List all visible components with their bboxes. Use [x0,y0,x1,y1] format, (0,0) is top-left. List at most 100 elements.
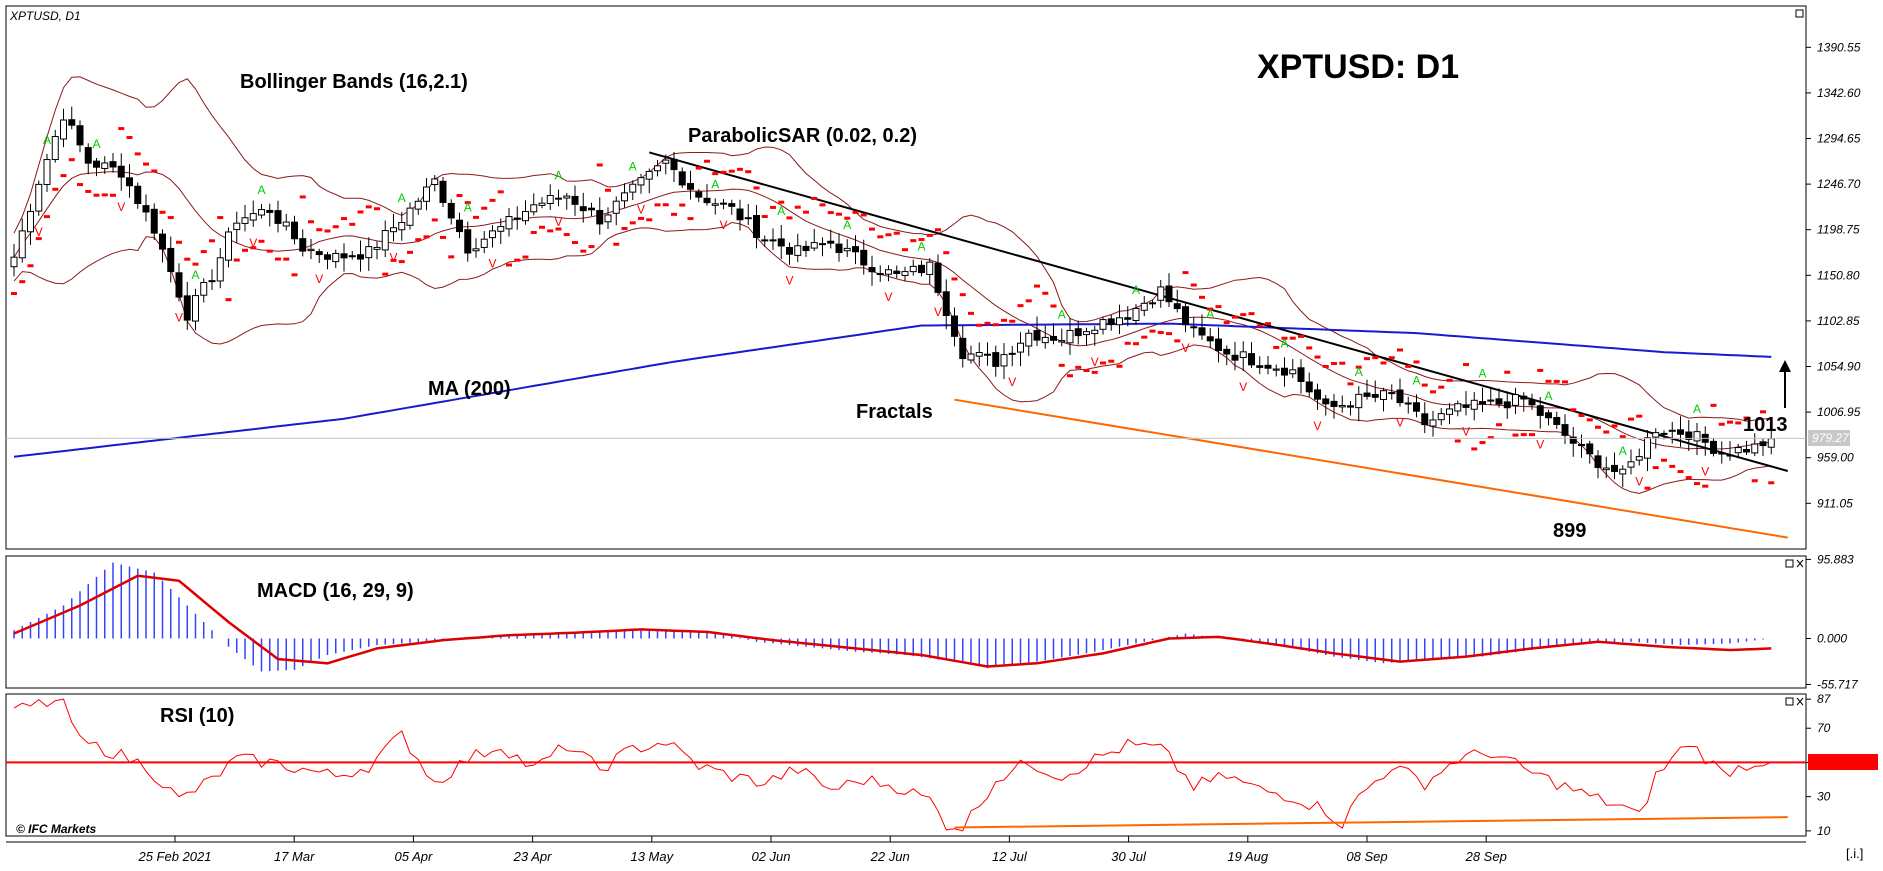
candle-body [852,246,859,253]
x-tick-label: 13 May [630,849,674,864]
sar-dot [638,216,644,220]
sar-dot [1735,421,1742,425]
sar-dot [283,257,290,261]
sar-dot [291,273,298,277]
sar-dot [506,263,512,267]
sar-dot [1644,486,1651,490]
candle-body [225,231,232,261]
candle-body [786,246,793,255]
sar-dot [1454,439,1461,443]
macd-window-controls-icon[interactable] [1785,559,1804,568]
sar-dot [860,213,867,217]
sar-dot [497,190,504,194]
candle-body [670,158,678,171]
candle-body [513,217,521,220]
candle-body [1330,400,1338,407]
sar-dot [621,226,628,230]
fractal-down-marker: V [489,256,497,270]
sar-dot [415,238,422,242]
sar-dot [299,195,306,199]
candle-body [1314,389,1321,400]
candle-body [522,211,529,222]
candle-body [802,245,810,252]
rsi-panel[interactable] [5,693,1807,837]
fractal-down-marker: V [117,200,125,214]
candle-body [332,252,340,263]
maximize-price-icon[interactable] [1795,9,1804,18]
candle-body [142,205,150,213]
sar-dot [943,251,950,255]
fractal-up-marker: A [555,169,563,183]
sar-dot [1496,423,1502,427]
ifc-watermark: © IFC Markets [16,822,97,836]
low-annotation: 899 [1553,520,1586,542]
sar-dot [1265,322,1271,326]
sar-dot [275,257,281,261]
sar-dot [1727,420,1733,424]
candle-body [1759,441,1767,447]
sar-dot [1248,312,1255,316]
sar-dot [225,298,232,302]
sar-dot [770,205,776,209]
fractal-down-marker: V [720,218,728,232]
candle-body [687,183,694,190]
sar-dot [869,227,875,231]
sar-dot [473,215,479,219]
sar-dot [605,188,611,192]
sar-dot [1298,334,1304,338]
corner-button[interactable]: [.i.] [1846,846,1863,861]
candle-body [183,295,191,321]
sar-dot [35,237,42,241]
fractal-up-marker: A [43,133,51,147]
fractal-down-marker: V [1462,424,1470,438]
candle-body [703,197,711,204]
candle-body [291,221,298,240]
candle-body [1536,405,1544,416]
candle-body [1008,352,1016,355]
candle-body [1363,392,1371,397]
candle-body [84,147,92,164]
bollinger-annotation: Bollinger Bands (16,2.1) [240,71,468,93]
sar-dot [580,249,587,253]
candle-body [1454,403,1462,412]
sar-dot [1677,470,1684,474]
sar-dot [209,239,215,243]
price-tick-label: 1054.90 [1817,360,1861,374]
candle-body [1734,447,1742,454]
price-layer: A A A A A A A A A A A A A A A A A A A A A A V V V V V V V V V V V V V V V V V V… [6,76,1806,539]
sar-dot [662,203,669,207]
macd-panel[interactable] [5,555,1807,689]
sar-dot [324,229,331,233]
sar-dot [1405,364,1412,368]
sar-dot [1520,433,1527,437]
candle-body [662,159,670,164]
fractal-down-marker: V [1182,341,1190,355]
candle-body [843,247,851,252]
candle-body [150,208,158,234]
sar-dot [704,159,710,163]
candle-body [1355,393,1363,409]
candle-body [1215,338,1222,351]
sar-dot [803,210,809,214]
sar-dot [720,170,727,174]
sar-dot [60,174,67,178]
sar-dot [1157,330,1164,334]
rsi-window-controls-icon[interactable] [1785,697,1804,706]
candle-body [1083,331,1090,336]
candle-body [398,222,406,231]
candle-body [1149,302,1156,305]
candle-body [431,178,439,186]
candle-body [348,255,356,258]
sar-dot [1586,418,1593,422]
sar-dot [1372,356,1379,360]
candle-body [439,180,447,203]
x-tick-label: 23 Apr [513,849,552,864]
sar-dot [1232,315,1238,319]
sar-dot [935,228,941,232]
candle-body [1132,307,1140,321]
candle-body [612,200,620,214]
fractal-up-marker: A [1413,373,1421,387]
candle-body [1000,354,1008,367]
candle-body [1041,336,1049,344]
price-panel[interactable] [5,5,1807,550]
